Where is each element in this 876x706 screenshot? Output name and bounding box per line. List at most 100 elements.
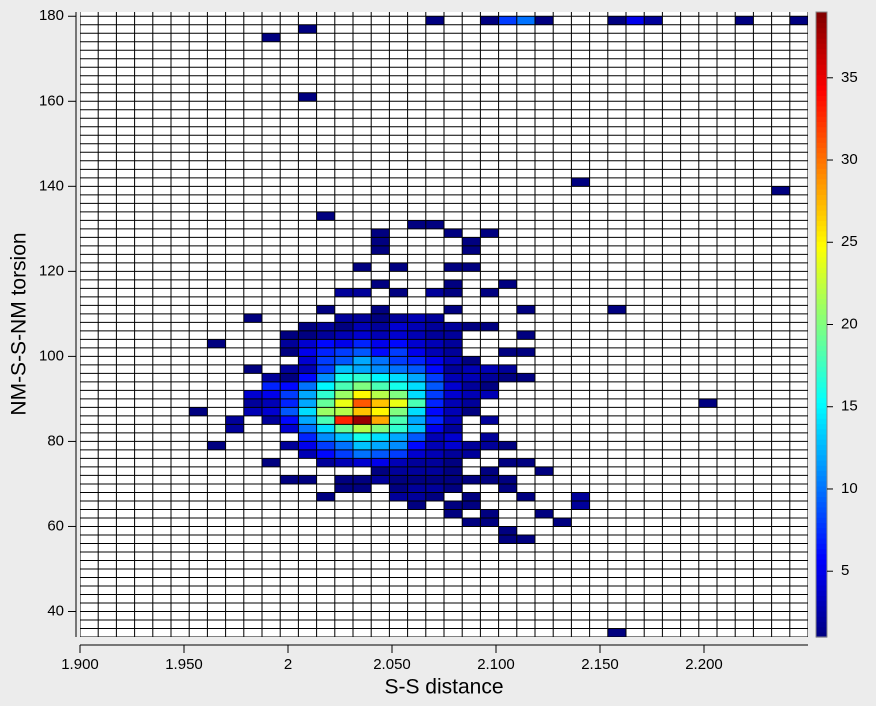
heatmap-cell (407, 449, 426, 459)
colorbar-segment (816, 168, 827, 175)
heatmap-cell (225, 424, 244, 433)
heatmap-cell (462, 364, 481, 374)
colorbar-segment (816, 64, 827, 70)
colorbar-segment (816, 616, 827, 622)
heatmap-cell (225, 415, 244, 425)
heatmap-cell (243, 398, 262, 408)
colorbar-segment (816, 308, 827, 315)
colorbar-segment (816, 470, 827, 477)
heatmap-cell (407, 492, 426, 501)
heatmap-cell (389, 398, 408, 408)
heatmap-cell (316, 339, 335, 348)
colorbar-segment (816, 121, 827, 128)
heatmap-cell (280, 441, 299, 450)
heatmap-cell (480, 509, 499, 518)
heatmap-cell (407, 356, 426, 365)
heatmap-cell (389, 322, 408, 331)
heatmap-cell (334, 356, 353, 365)
colorbar-tick-label: 5 (841, 562, 849, 579)
heatmap-cell (407, 381, 426, 391)
heatmap-cell (371, 407, 390, 416)
heatmap-cell (280, 347, 299, 357)
x-tick-label: 1.950 (165, 656, 203, 673)
heatmap-cell (444, 279, 463, 289)
heatmap-cell (425, 398, 444, 408)
heatmap-cell (425, 483, 444, 493)
heatmap-cell (407, 330, 426, 340)
colorbar-tick-label: 35 (841, 69, 858, 86)
colorbar-segment (816, 74, 827, 81)
heatmap-cell (316, 390, 335, 399)
colorbar-segment (816, 449, 827, 456)
colorbar-segment (816, 439, 827, 445)
heatmap-cell (353, 313, 372, 323)
heatmap-cell (334, 483, 353, 493)
heatmap-cell (316, 441, 335, 450)
colorbar-segment (816, 147, 827, 154)
y-tick-label: 60 (47, 517, 64, 534)
heatmap-cell (316, 398, 335, 408)
heatmap-cell (371, 330, 390, 340)
heatmap-cell (389, 339, 408, 348)
heatmap-cell (535, 466, 554, 476)
heatmap-cell (280, 475, 299, 484)
colorbar-segment (816, 558, 827, 565)
heatmap-cell (553, 517, 572, 527)
colorbar-segment (816, 407, 827, 414)
heatmap-cell (353, 373, 372, 382)
colorbar-segment (816, 538, 827, 544)
heatmap-cell (425, 475, 444, 484)
heatmap-cell (498, 441, 517, 450)
heatmap-cell (735, 16, 754, 25)
heatmap-cell (298, 356, 317, 365)
heatmap-cell (316, 356, 335, 365)
x-tick-label: 2.100 (477, 656, 515, 673)
heatmap-cell (280, 364, 299, 374)
colorbar-segment (816, 433, 827, 440)
heatmap-cell (389, 407, 408, 416)
heatmap-cell (498, 279, 517, 289)
heatmap-cell (389, 458, 408, 467)
heatmap-cell (262, 415, 281, 425)
heatmap-cell (262, 373, 281, 382)
colorbar-segment (816, 444, 827, 451)
heatmap-cell (353, 262, 372, 272)
heatmap-cell (516, 458, 535, 467)
y-tick-label: 80 (47, 432, 64, 449)
heatmap-cell (353, 364, 372, 374)
heatmap-cell (389, 262, 408, 272)
colorbar-segment (816, 256, 827, 263)
y-axis-title: NM-S-S-NM torsion (8, 232, 31, 415)
heatmap-cell (371, 441, 390, 450)
heatmap-cell (425, 347, 444, 357)
heatmap-cell (444, 458, 463, 467)
heatmap-cell (389, 390, 408, 399)
heatmap-cell (498, 458, 517, 467)
colorbar-segment (816, 501, 827, 508)
heatmap-cell (444, 356, 463, 365)
heatmap-cell (371, 228, 390, 238)
heatmap-cell (371, 458, 390, 467)
heatmap-cell (334, 347, 353, 357)
heatmap-cell (371, 398, 390, 408)
grid (80, 12, 808, 637)
heatmap-cell (425, 449, 444, 459)
heatmap-cell (371, 364, 390, 374)
heatmap-cell (389, 364, 408, 374)
heatmap-cell (516, 492, 535, 501)
colorbar-segment (816, 334, 827, 341)
heatmap-cell (444, 432, 463, 442)
heatmap-cell (425, 364, 444, 374)
heatmap-cell (353, 407, 372, 416)
colorbar-segment (816, 569, 827, 576)
heatmap-cell (571, 492, 590, 501)
heatmap-cell (298, 432, 317, 442)
heatmap-cell (280, 381, 299, 391)
heatmap-cell (316, 458, 335, 467)
heatmap-cell (407, 415, 426, 425)
heatmap-cell (334, 364, 353, 374)
heatmap-cell (462, 262, 481, 272)
colorbar-segment (816, 235, 827, 242)
heatmap-cell (407, 475, 426, 484)
